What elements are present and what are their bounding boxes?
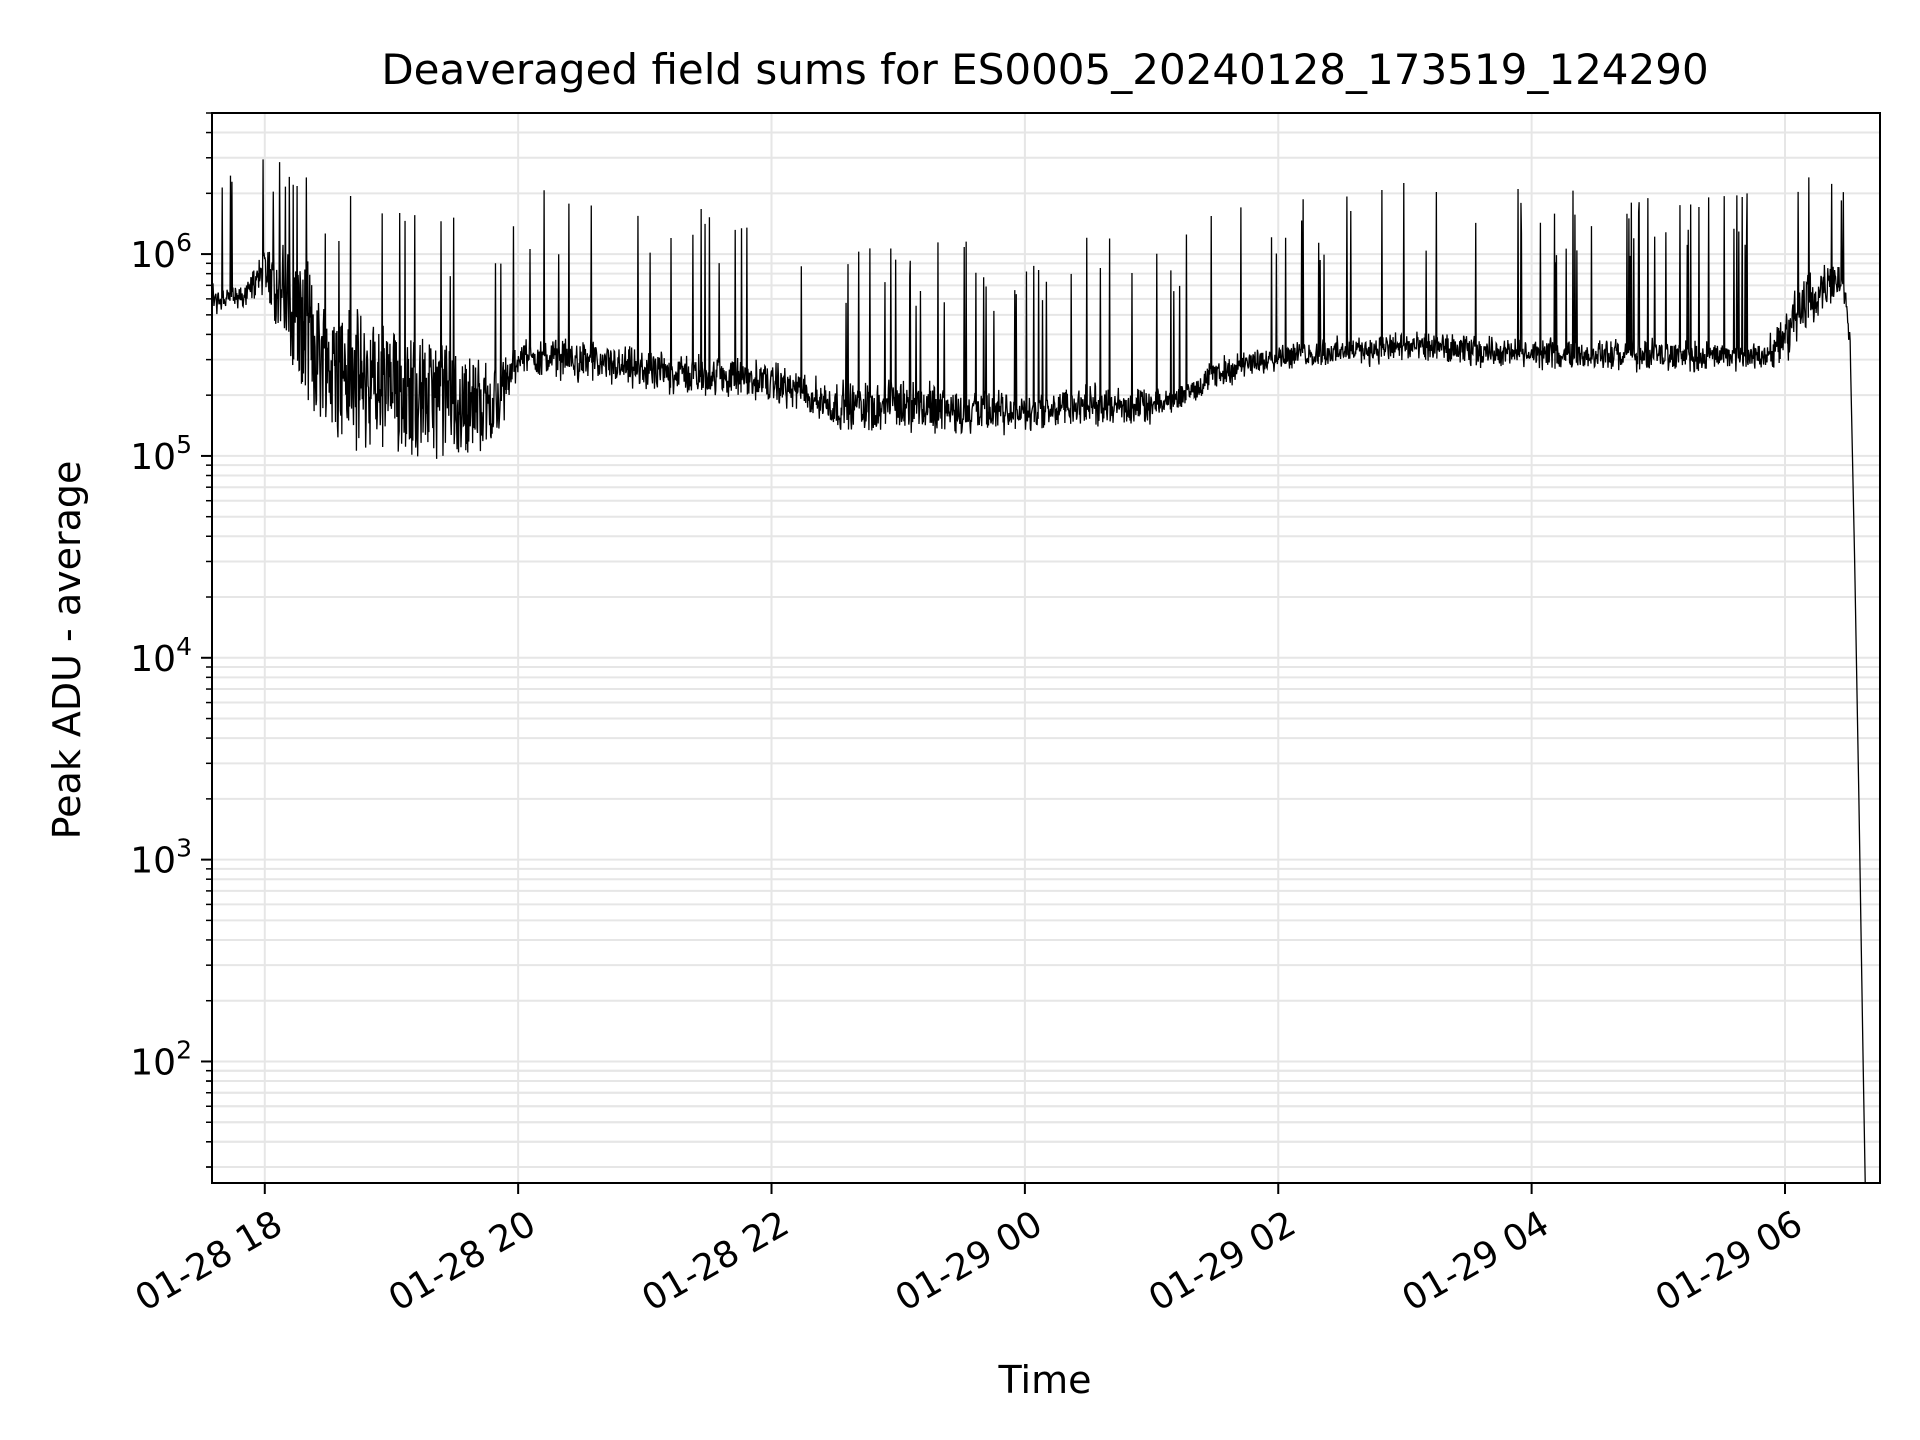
y-tick-label: 102: [130, 1035, 192, 1083]
series-line: [211, 159, 1866, 1184]
x-axis: 01-28 18 01-28 20 01-28 22 01-29 00 01-29 02…: [129, 1183, 1810, 1320]
x-tick-label: 01-28 22: [635, 1203, 796, 1319]
x-tick-label: 01-29 00: [889, 1203, 1050, 1319]
y-tick-label: 103: [130, 834, 192, 882]
x-tick-label: 01-29 04: [1395, 1203, 1556, 1319]
y-tick-label: 106: [130, 228, 192, 276]
x-tick-label: 01-28 18: [129, 1203, 290, 1319]
y-tick-label: 105: [130, 430, 192, 478]
grid: [212, 112, 1880, 1183]
chart-title: Deaveraged field sums for ES0005_2024012…: [381, 45, 1708, 94]
series-layer: [211, 159, 1866, 1184]
x-axis-label: Time: [998, 1358, 1092, 1402]
y-tick-label: 104: [130, 632, 192, 680]
x-tick-label: 01-29 02: [1142, 1203, 1303, 1319]
y-axis-label: Peak ADU - average: [45, 461, 89, 840]
x-tick-label: 01-29 06: [1649, 1203, 1810, 1319]
plot-frame: [211, 112, 1881, 1184]
y-axis: 102 103 104 105 106: [130, 228, 212, 1083]
x-tick-label: 01-28 20: [382, 1203, 543, 1319]
